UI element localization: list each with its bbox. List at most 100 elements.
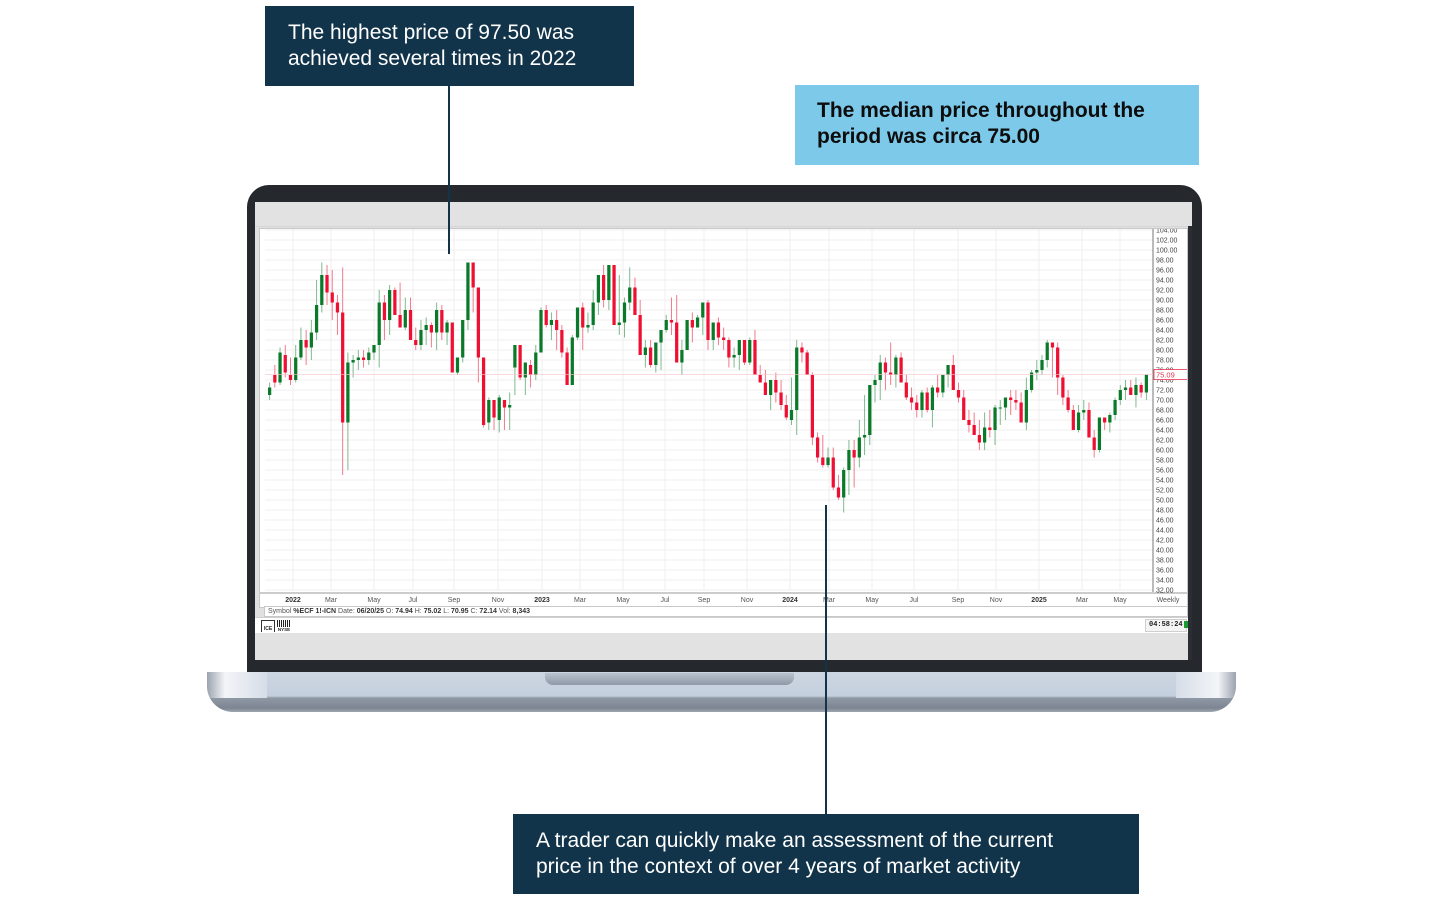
candle-up	[351, 360, 355, 363]
callout-line-1: The highest price of 97.50 was	[288, 21, 575, 44]
candle-down	[821, 457, 825, 465]
candle-up	[596, 275, 601, 303]
y-axis-tick: 42.00	[1156, 538, 1174, 545]
y-axis-tick: 54.00	[1156, 478, 1174, 485]
y-axis-tick: 44.00	[1156, 528, 1174, 535]
callout-trader-assessment: A trader can quickly make an assessment …	[513, 814, 1139, 894]
candle-up	[1040, 360, 1044, 370]
candle-up	[862, 435, 867, 438]
candle-up	[732, 355, 736, 358]
candle-up	[278, 352, 282, 383]
candle-up	[643, 347, 647, 355]
candle-down	[805, 352, 809, 375]
candle-down	[977, 435, 982, 443]
candle-down	[915, 402, 919, 410]
y-axis-tick: 70.00	[1156, 398, 1174, 405]
candle-up	[294, 357, 298, 380]
candle-up	[685, 320, 689, 350]
x-axis-tick: May	[367, 597, 381, 604]
high-value: 75.02	[423, 608, 442, 615]
candle-down	[1050, 342, 1055, 348]
x-axis-tick: Mar	[574, 597, 587, 604]
candle-down	[925, 392, 929, 410]
candle-down	[492, 400, 496, 418]
candle-up	[1076, 412, 1081, 430]
x-axis-tick: Mar	[1076, 597, 1089, 604]
candle-down	[1066, 397, 1070, 410]
chart-panel[interactable]: 104.00 102.00 100.00 98.00 96.00 94.00 92.00 90…	[259, 228, 1189, 608]
candle-down	[1129, 387, 1133, 395]
nyse-logo-icon: NYSE	[277, 620, 291, 632]
candle-down	[962, 397, 966, 420]
candle-down	[763, 382, 768, 395]
y-axis-tick: 98.00	[1156, 258, 1174, 265]
candle-down	[1071, 410, 1075, 430]
candle-up	[847, 450, 851, 470]
candle-down	[784, 405, 788, 418]
candle-up	[388, 290, 392, 320]
candle-up	[377, 302, 381, 345]
candle-up	[1118, 390, 1122, 400]
y-axis-tick: 64.00	[1156, 428, 1174, 435]
candle-down	[581, 307, 585, 328]
volume-label: Vol:	[498, 608, 511, 615]
candle-up	[795, 347, 799, 410]
candle-up	[1123, 387, 1128, 390]
candle-up	[878, 362, 882, 380]
x-axis-tick: Nov	[492, 597, 505, 604]
y-axis-tick: 88.00	[1156, 308, 1174, 315]
candle-down	[675, 322, 679, 363]
leader-line-low	[825, 505, 827, 814]
x-axis-tick: Weekly	[1157, 597, 1180, 604]
laptop-notch	[545, 673, 794, 685]
candle-down	[633, 287, 637, 315]
y-axis-tick: 58.00	[1156, 458, 1174, 465]
candle-down	[612, 265, 616, 325]
callout-line-2: price in the context of over 4 years of …	[536, 855, 1021, 878]
candle-down	[742, 340, 747, 363]
y-axis-tick: 86.00	[1156, 318, 1174, 325]
candle-down	[273, 375, 277, 383]
candle-down	[638, 315, 642, 355]
candle-up	[1144, 374, 1149, 393]
y-axis-tick: 74.00	[1156, 378, 1174, 385]
x-axis-tick: May	[1113, 597, 1127, 604]
candle-up	[523, 362, 527, 378]
candle-down	[341, 312, 345, 423]
candle-up	[1134, 385, 1138, 395]
candle-down	[951, 365, 955, 390]
nyse-label: NYSE	[277, 627, 291, 632]
candle-down	[800, 347, 804, 353]
candle-up	[591, 302, 595, 325]
connection-status-icon	[1184, 621, 1190, 628]
candle-up	[622, 302, 627, 323]
x-axis-tick: 2024	[782, 597, 798, 604]
candle-up	[539, 310, 543, 353]
y-axis-tick: 104.00	[1156, 229, 1178, 235]
candle-down	[429, 325, 434, 333]
candle-down	[528, 365, 533, 375]
candle-up	[998, 407, 1002, 409]
candle-down	[502, 400, 507, 408]
x-axis-tick: Mar	[823, 597, 836, 604]
x-axis-tick: Jul	[661, 597, 670, 604]
y-axis-tick: 52.00	[1156, 488, 1174, 495]
candle-up	[659, 330, 663, 343]
candle-up	[993, 407, 997, 430]
candle-down	[304, 340, 308, 348]
candle-up	[857, 437, 861, 458]
candle-down	[393, 290, 397, 315]
laptop-screen: 104.00 102.00 100.00 98.00 96.00 94.00 92.00 90…	[255, 202, 1192, 660]
candle-down	[1092, 437, 1096, 450]
x-axis-tick: Sep	[448, 597, 461, 604]
candle-up	[607, 265, 611, 300]
candle-down	[565, 352, 569, 385]
candle-up	[513, 345, 517, 368]
candle-down	[831, 457, 835, 488]
candle-up	[769, 380, 773, 395]
candle-up	[434, 310, 439, 333]
callout-line-2: period was circa 75.00	[817, 125, 1040, 148]
candlestick-chart[interactable]: 104.00 102.00 100.00 98.00 96.00 94.00 92.00 90…	[260, 228, 1189, 607]
y-axis-tick: 36.00	[1156, 568, 1174, 575]
candle-up	[445, 322, 449, 333]
